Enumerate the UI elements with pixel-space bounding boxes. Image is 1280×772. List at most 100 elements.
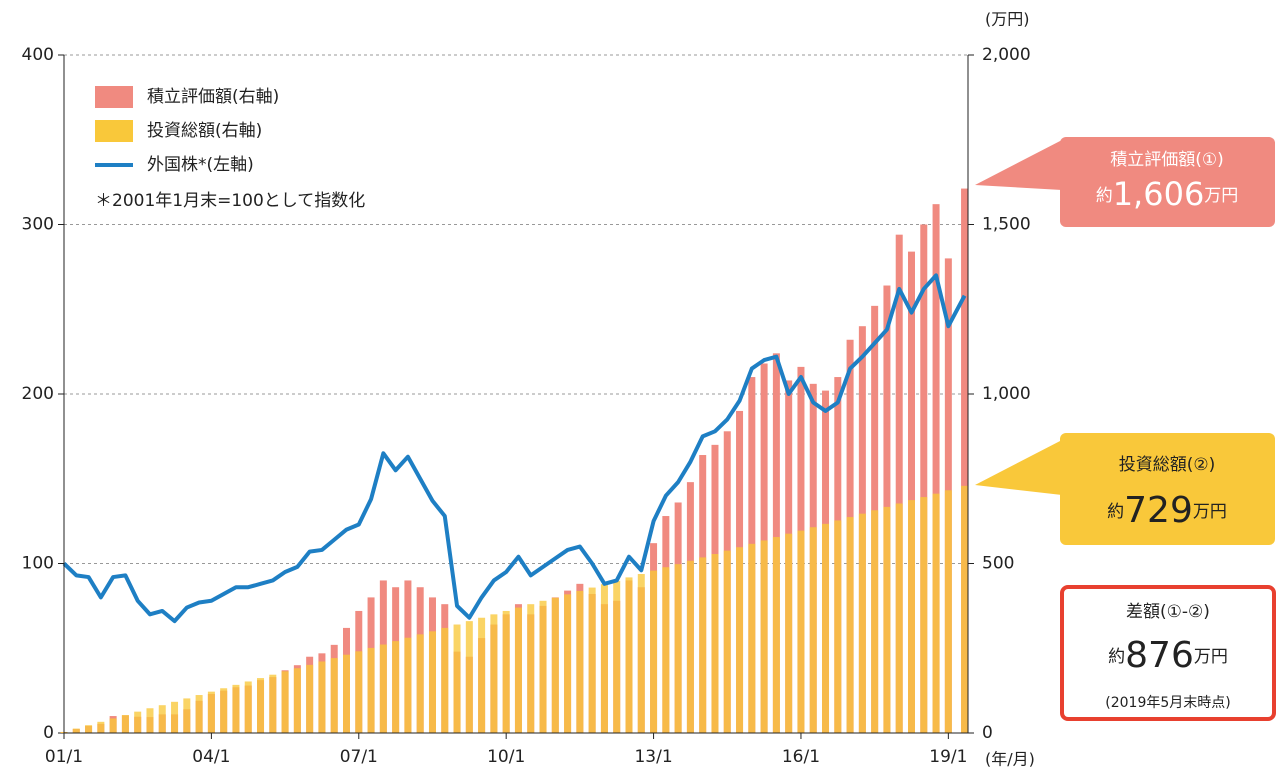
bar	[539, 600, 547, 733]
bar	[343, 654, 350, 733]
bar	[809, 527, 817, 733]
bar	[846, 517, 854, 733]
bar	[662, 567, 670, 733]
bar	[514, 607, 522, 733]
bar	[920, 497, 928, 733]
bar	[220, 688, 228, 733]
bar	[625, 577, 633, 733]
callout-footnote: (2019年5月末時点)	[1105, 695, 1230, 711]
y-tick-label: 400	[22, 45, 54, 65]
bar	[748, 543, 756, 733]
bar	[330, 658, 338, 733]
bar	[686, 560, 694, 733]
x-tick-label: 04/1	[192, 747, 230, 767]
bar	[883, 506, 891, 733]
line	[62, 273, 967, 624]
y-tick-label: 100	[22, 554, 54, 574]
bar	[146, 708, 154, 733]
bar	[871, 510, 879, 733]
bar	[478, 617, 486, 733]
x-tick-label: 16/1	[782, 747, 820, 767]
bar	[674, 564, 682, 733]
callout-pointer	[975, 140, 1062, 190]
y-tick-label: 300	[22, 215, 54, 235]
bar	[72, 728, 80, 733]
bar	[428, 631, 436, 733]
bar	[527, 604, 535, 733]
bar	[895, 503, 903, 733]
bar	[908, 251, 915, 733]
callout-title: 投資総額(②)	[1119, 455, 1216, 475]
legend-label: 外国株*(左軸)	[147, 155, 254, 175]
callout-box	[1060, 433, 1275, 545]
bar	[711, 554, 719, 733]
bar	[564, 594, 572, 733]
bar	[760, 540, 768, 733]
bar	[637, 574, 645, 733]
note: ＊2001年1月末=100として指数化	[95, 191, 365, 211]
y2-tick-label: 500	[982, 554, 1014, 574]
bar	[490, 614, 498, 733]
bar	[318, 661, 326, 733]
bar	[551, 597, 559, 733]
bar	[961, 188, 969, 734]
bar	[195, 695, 203, 733]
bar	[244, 681, 252, 733]
bar	[961, 485, 969, 733]
unit: 万円	[1194, 647, 1228, 667]
y-tick-label: 200	[22, 384, 54, 404]
bar	[207, 691, 215, 733]
bar	[158, 705, 166, 733]
x-tick-label: 01/1	[45, 747, 83, 767]
callout-box	[1060, 137, 1275, 227]
bar	[797, 530, 805, 733]
bar	[453, 624, 461, 733]
bar	[465, 621, 473, 733]
bar	[785, 533, 793, 733]
callout-box	[1060, 585, 1276, 721]
bar	[822, 523, 830, 733]
x-tick-label: 13/1	[634, 747, 672, 767]
plot	[58, 54, 974, 739]
bar	[171, 701, 179, 733]
bar	[134, 711, 142, 733]
bar	[895, 234, 903, 734]
bar	[932, 204, 940, 733]
x-unit: (年/月)	[985, 750, 1035, 769]
callout-title: 差額(①-②)	[1126, 602, 1210, 622]
prefix: 約	[1108, 647, 1125, 667]
bar	[613, 580, 621, 733]
prefix: 約	[1096, 186, 1113, 206]
amount: 729	[1124, 490, 1193, 531]
x-tick-label: 07/1	[340, 747, 378, 767]
bar	[232, 684, 240, 733]
amount: 876	[1125, 635, 1194, 676]
bar	[392, 641, 400, 733]
bar	[723, 550, 731, 733]
bar	[97, 721, 105, 733]
callout-title: 積立評価額(①)	[1110, 150, 1224, 170]
y2-tick-label: 1,500	[982, 215, 1031, 235]
x-tick-label: 10/1	[487, 747, 525, 767]
callout-amount: 約729万円	[1107, 490, 1227, 531]
bar	[600, 584, 608, 733]
bar	[772, 537, 780, 733]
bar	[367, 647, 375, 733]
bar	[858, 513, 866, 733]
bar	[416, 634, 424, 733]
callout-pointer	[975, 440, 1062, 495]
bar	[121, 715, 129, 733]
unit: 万円	[1204, 186, 1238, 206]
y2-tick-label: 0	[982, 723, 993, 743]
legend-label: 積立評価額(右軸)	[147, 87, 279, 107]
bar	[404, 637, 412, 733]
bar	[269, 674, 277, 733]
bar	[834, 520, 842, 733]
bar	[183, 698, 191, 733]
y-tick-label: 0	[43, 723, 54, 743]
bar	[650, 570, 658, 733]
bar	[920, 224, 928, 733]
bar	[944, 490, 952, 733]
bar	[576, 590, 584, 733]
